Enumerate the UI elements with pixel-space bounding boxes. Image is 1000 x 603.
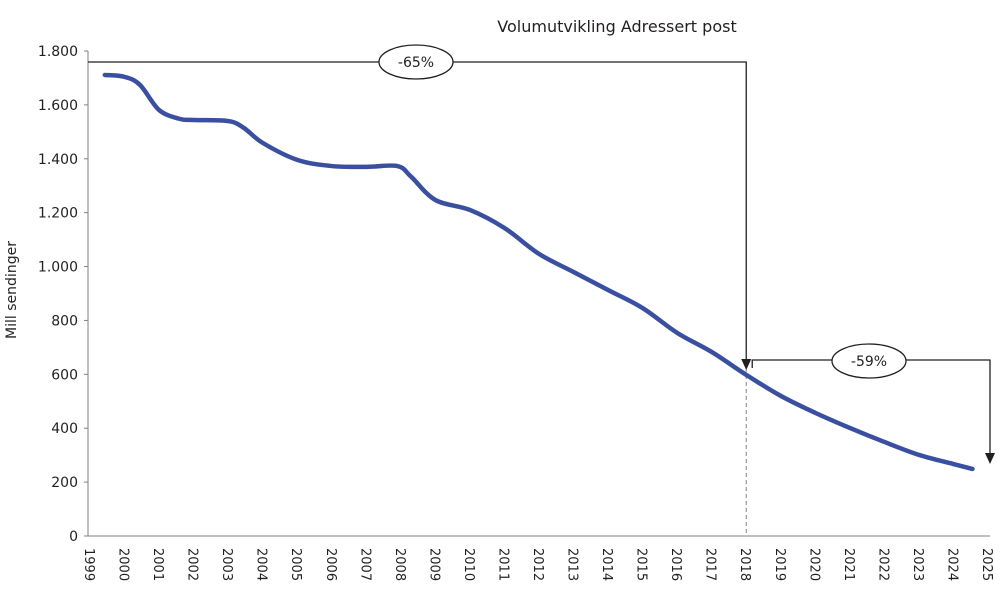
y-tick-label: 1.200 <box>38 206 78 222</box>
x-tick-label: 2013 <box>565 548 580 581</box>
x-tick-label: 2018 <box>737 548 752 581</box>
x-tick-label: 2011 <box>495 548 510 581</box>
x-tick-label: 2022 <box>875 548 890 581</box>
x-tick-label: 1999 <box>81 548 96 581</box>
annotation-label: -59% <box>851 354 887 370</box>
y-tick-label: 200 <box>51 475 78 491</box>
x-tick-label: 2023 <box>910 548 925 581</box>
x-tick-label: 2009 <box>426 548 441 581</box>
y-axis-label: Mill sendinger <box>4 241 20 339</box>
annotation-bracket-65 <box>88 61 747 362</box>
annotation-bubble <box>378 44 454 80</box>
x-tick-label: 2007 <box>357 548 372 581</box>
x-tick-label: 2019 <box>772 548 787 581</box>
y-tick-label: 1.800 <box>38 44 78 60</box>
y-tick-label: 800 <box>51 313 78 329</box>
x-tick-label: 2005 <box>288 548 303 581</box>
annotation-label: -65% <box>398 55 434 71</box>
x-tick-label: 2001 <box>150 548 165 581</box>
annotation-bubble <box>831 343 907 379</box>
x-tick-label: 2014 <box>599 548 614 581</box>
y-tick-label: 1.400 <box>38 152 78 168</box>
x-tick-label: 2006 <box>323 548 338 581</box>
y-tick-label: 400 <box>51 421 78 437</box>
x-tick-label: 2002 <box>185 548 200 581</box>
x-tick-label: 2020 <box>806 548 821 581</box>
x-tick-label: 2010 <box>461 548 476 581</box>
x-tick-label: 2025 <box>979 548 994 581</box>
x-tick-label: 2008 <box>392 548 407 581</box>
x-tick-label: 2016 <box>668 548 683 581</box>
x-tick-label: 2015 <box>634 548 649 581</box>
x-tick-label: 2024 <box>944 548 959 581</box>
y-tick-label: 600 <box>51 367 78 383</box>
x-tick-label: 2004 <box>254 548 269 581</box>
y-tick-label: 1.600 <box>38 98 78 114</box>
x-tick-label: 2017 <box>703 548 718 581</box>
y-tick-label: 1.000 <box>38 260 78 276</box>
x-tick-label: 2021 <box>841 548 856 581</box>
chart-title: Volumutvikling Adressert post <box>497 17 736 36</box>
y-tick-label: 0 <box>69 529 78 545</box>
series-line <box>102 72 975 472</box>
x-tick-label: 2000 <box>116 548 131 581</box>
arrow-head <box>741 359 752 370</box>
x-tick-label: 2012 <box>530 548 545 581</box>
x-tick-label: 2003 <box>219 548 234 581</box>
arrow-head <box>985 453 995 464</box>
